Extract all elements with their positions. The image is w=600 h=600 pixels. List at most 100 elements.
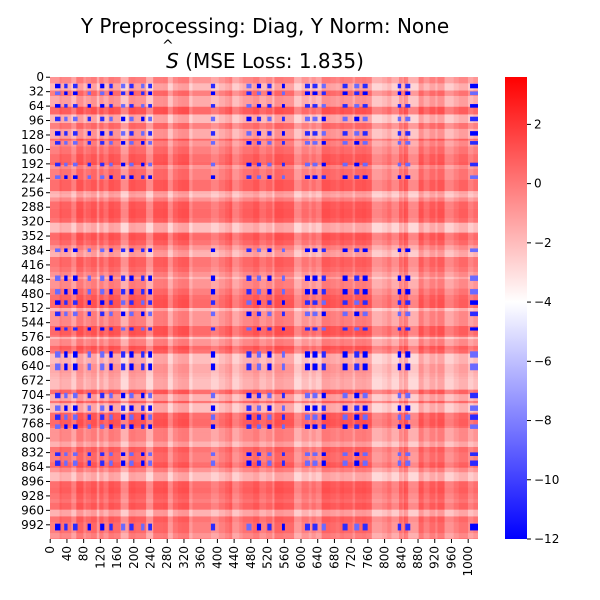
heatmap-cell-337: [64, 351, 68, 358]
heatmap-cell-535: [129, 523, 134, 531]
heatmap-stripe-row-72: [50, 509, 478, 517]
heatmap-cell-390: [121, 392, 126, 399]
heatmap-cell-66: [342, 104, 348, 108]
heatmap-cell-443: [246, 414, 252, 420]
y-tick-label-64: 64: [29, 99, 44, 113]
x-axis: 0 40 80 120 160 200 240 280 320 360 400 440 480 520 56…: [43, 539, 475, 577]
heatmap-cell-213: [397, 248, 402, 253]
cbar-tick-label-2: 2: [534, 117, 542, 131]
heatmap-cell-310: [405, 311, 411, 317]
heatmap-cell-519: [304, 460, 310, 466]
heatmap-cell-141: [397, 141, 402, 145]
heatmap-cell-479: [470, 424, 478, 429]
heatmap-stripe-col-34: [242, 77, 254, 539]
chart-subtitle: S (MSE Loss: 1.835): [166, 49, 364, 73]
heatmap-cell-44: [362, 91, 368, 96]
heatmap-stripe-col-66: [408, 77, 419, 539]
heatmap-cell-202: [210, 248, 216, 253]
y-tick-label-736: 736: [21, 402, 44, 416]
heatmap-cell-388: [100, 392, 105, 399]
heatmap-cell-336: [55, 351, 61, 358]
heatmap-cell-381: [397, 363, 402, 371]
heatmap-cell-352: [312, 351, 318, 358]
heatmap-cell-379: [354, 363, 360, 371]
heatmap-cell-503: [470, 452, 478, 456]
heatmap-stripe-col-23: [177, 77, 182, 539]
heatmap-cell-412: [100, 405, 105, 411]
heatmap-stripe-row-17: [50, 193, 478, 198]
y-tick-label-256: 256: [21, 186, 44, 200]
heatmap-cell-209: [321, 248, 326, 253]
heatmap-cell-440: [141, 414, 145, 420]
heatmap-stripe-col-68: [423, 77, 430, 539]
heatmap-stripe-row-68: [50, 487, 478, 494]
colorbar: [505, 77, 527, 539]
heatmap-cell-473: [321, 424, 326, 429]
heatmap-cell-316: [100, 327, 105, 331]
heatmap-cell-34: [210, 91, 216, 96]
heatmap-cell-293: [109, 311, 113, 317]
heatmap-stripe-col-36: [259, 77, 262, 539]
heatmap-cell-428: [362, 405, 368, 411]
x-tick-label-160: 160: [110, 546, 124, 569]
heatmap-cell-33: [148, 91, 152, 96]
heatmap-stripe-col-16: [130, 77, 136, 539]
heatmap-stripe-row-36: [50, 299, 478, 308]
heatmap-stripe-col-42: [294, 77, 302, 539]
heatmap-cell-387: [87, 392, 91, 399]
heatmap-stripe-row-51: [50, 389, 478, 395]
heatmap-cell-318: [121, 327, 126, 331]
heatmap-cell-79: [129, 116, 134, 122]
heatmap-cell-122: [72, 141, 78, 145]
x-tick-label-960: 960: [444, 546, 458, 569]
heatmap-cell-255: [304, 289, 310, 295]
heatmap-cell-374: [281, 363, 285, 371]
heatmap-cell-357: [397, 351, 402, 358]
heatmap-stripe-row-57: [50, 426, 478, 429]
heatmap-cell-106: [210, 131, 216, 136]
heatmap-cell-271: [129, 300, 134, 305]
heatmap-stripe-col-19: [153, 77, 163, 539]
heatmap-cell-5: [109, 83, 113, 89]
heatmap-cell-216: [55, 275, 61, 281]
heatmap-stripe-col-72: [444, 77, 454, 539]
heatmap-stripe-col-58: [371, 77, 383, 539]
heatmap-stripe-col-75: [467, 77, 474, 539]
heatmap-cell-497: [321, 452, 326, 456]
heatmap-cell-417: [148, 405, 152, 411]
heatmap-cell-240: [55, 289, 61, 295]
heatmap-stripe-row-40: [50, 326, 478, 336]
heatmap-cell-145: [64, 162, 68, 167]
heatmap-stripe-row-22: [50, 222, 478, 233]
heatmap-stripe-col-4: [76, 77, 84, 539]
heatmap-cell-281: [321, 300, 326, 305]
heatmap-cell-363: [87, 363, 91, 371]
heatmap-cell-475: [354, 424, 360, 429]
heatmap-cell-518: [281, 460, 285, 466]
heatmap-cell-477: [397, 424, 402, 429]
heatmap-cell-524: [362, 460, 368, 466]
heatmap-cell-180: [256, 175, 262, 179]
heatmap-cell-279: [304, 300, 310, 305]
heatmap-cell-269: [109, 300, 113, 305]
heatmap-stripe-col-2: [61, 77, 72, 539]
heatmap-stripe-col-44: [308, 77, 312, 539]
heatmap-cell-490: [210, 452, 216, 456]
heatmap-cell-498: [342, 452, 348, 456]
heatmap-cell-195: [87, 248, 91, 253]
heatmap-cell-103: [129, 131, 134, 136]
heatmap-cell-365: [109, 363, 113, 371]
heatmap-stripe-col-48: [321, 77, 331, 539]
heatmap-cell-217: [64, 275, 68, 281]
heatmap-cell-146: [72, 162, 78, 167]
heatmap-stripe-row-7: [50, 128, 478, 139]
heatmap-cell-406: [405, 392, 411, 399]
heatmap-cell-526: [405, 460, 411, 466]
heatmap-cell-445: [267, 414, 272, 420]
heatmap-stripe-row-8: [50, 138, 478, 141]
heatmap-cell-225: [148, 275, 152, 281]
heatmap-cell-114: [342, 131, 348, 136]
heatmap-cell-329: [321, 327, 326, 331]
heatmap-cell-60: [256, 104, 262, 108]
y-tick-label-192: 192: [21, 157, 44, 171]
